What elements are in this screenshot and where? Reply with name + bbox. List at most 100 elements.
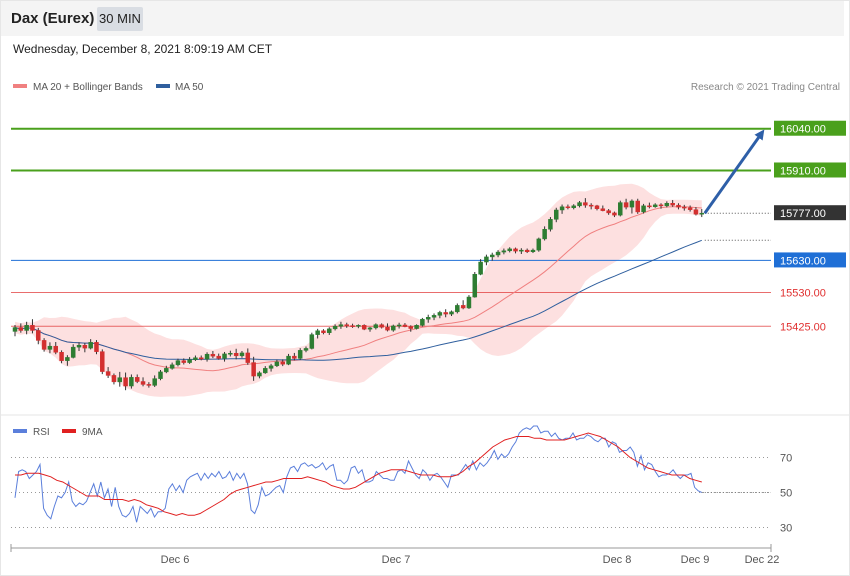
candle-body — [309, 334, 315, 349]
candle-body — [88, 342, 93, 349]
pivot-label-15630: 15630.00 — [780, 255, 826, 267]
candle-body — [198, 357, 204, 360]
candle-body — [542, 229, 547, 240]
candle-body — [478, 261, 483, 275]
candle-body — [152, 378, 157, 386]
candle-body — [100, 351, 105, 372]
candle-body — [484, 256, 489, 263]
candle-body — [385, 326, 390, 331]
candle-body — [140, 381, 146, 385]
rsi-grid: 70 50 30 — [11, 453, 792, 535]
candle-body — [449, 311, 454, 315]
candle-body — [164, 368, 169, 373]
candle-body — [408, 326, 414, 329]
ma50-line — [14, 239, 702, 361]
time-axis-label: Dec 8 — [603, 554, 632, 566]
candle-body — [175, 360, 181, 366]
candle-body — [367, 327, 373, 330]
ma20-legend-label: MA 20 + Bollinger Bands — [33, 82, 143, 93]
candle-body — [641, 205, 646, 213]
instrument-title: Dax (Eurex) — [11, 10, 95, 27]
level-labels: 16040.00 15910.00 15777.00 15630.00 15530.00… — [774, 120, 846, 333]
candle-body — [169, 364, 175, 369]
resistance-tag-16040 — [774, 120, 846, 136]
candle-body — [82, 344, 88, 349]
candle-body — [297, 350, 303, 359]
candle-body — [519, 249, 524, 252]
candle-body — [420, 318, 425, 326]
pivot-tag-15630 — [774, 252, 846, 268]
candle-body — [687, 207, 693, 210]
candle-body — [431, 315, 437, 318]
rsi-lines — [14, 425, 771, 523]
candle-body — [105, 371, 111, 376]
ma20-line — [14, 206, 702, 372]
candle-body — [59, 352, 64, 361]
candle-body — [263, 368, 268, 374]
interval-button[interactable]: 30 MIN — [97, 7, 143, 31]
rsi-legend-label: RSI — [33, 427, 50, 438]
candle-body — [210, 353, 216, 357]
candle-body — [356, 325, 361, 327]
candle-body — [129, 377, 134, 387]
candle-body — [437, 312, 443, 316]
candle-body — [530, 249, 536, 253]
candle-body — [76, 344, 82, 348]
candle-body — [158, 371, 163, 379]
target-arrow-line — [703, 129, 765, 215]
candle-body — [181, 360, 187, 363]
candle-body — [658, 204, 664, 207]
candle-body — [292, 355, 297, 359]
candle-body — [635, 200, 640, 213]
level-lines — [11, 127, 771, 327]
resistance-label-15910: 15910.00 — [780, 165, 826, 177]
candle-body — [233, 353, 239, 357]
candle-body — [123, 377, 128, 387]
bollinger-band — [15, 183, 702, 397]
candle-body — [559, 206, 565, 211]
candle-body — [565, 206, 571, 209]
candle-body — [577, 202, 582, 207]
rsi-tick-label: 30 — [780, 523, 792, 535]
rsi-ma-legend-label: 9MA — [82, 427, 103, 438]
current-price-label: 15777.00 — [780, 208, 826, 220]
candle-body — [664, 202, 670, 207]
rsi-line — [14, 425, 703, 523]
candle-body — [682, 206, 687, 209]
candle-body — [513, 248, 518, 252]
candle-body — [699, 212, 705, 215]
candle-body — [594, 205, 600, 209]
ma20-legend-swatch — [13, 84, 27, 88]
candle-body — [548, 219, 553, 230]
candle-body — [402, 324, 408, 327]
time-axis: Dec 6 Dec 7 Dec 8 Dec 9 Dec 22 — [10, 544, 779, 566]
bollinger-band-layer — [15, 183, 702, 397]
candle-body — [12, 327, 18, 332]
candle-body — [489, 254, 495, 258]
candle-body — [600, 208, 606, 211]
support-label-15530: 15530.00 — [780, 288, 826, 300]
candle-body — [268, 365, 274, 369]
candle-body — [460, 305, 466, 309]
candle-body — [414, 325, 419, 329]
price-legend: MA 20 + Bollinger Bands MA 50 Research ©… — [13, 82, 840, 93]
candle-body — [652, 204, 658, 208]
candle-body — [536, 238, 542, 251]
candle-body — [670, 202, 675, 206]
rsi-legend: RSI 9MA — [13, 427, 103, 438]
candle-body — [455, 305, 460, 313]
candle-body — [344, 324, 349, 326]
rsi-legend-swatch — [13, 429, 27, 433]
candle-body — [507, 248, 512, 252]
candle-body — [18, 327, 24, 331]
candle-body — [24, 325, 29, 331]
candle-body — [554, 209, 559, 220]
current-price-tag — [774, 205, 846, 221]
candle-body — [443, 312, 448, 315]
candle-body — [676, 204, 681, 208]
candle-body — [571, 205, 576, 208]
candle-body — [30, 325, 35, 331]
candle-body — [53, 345, 58, 353]
